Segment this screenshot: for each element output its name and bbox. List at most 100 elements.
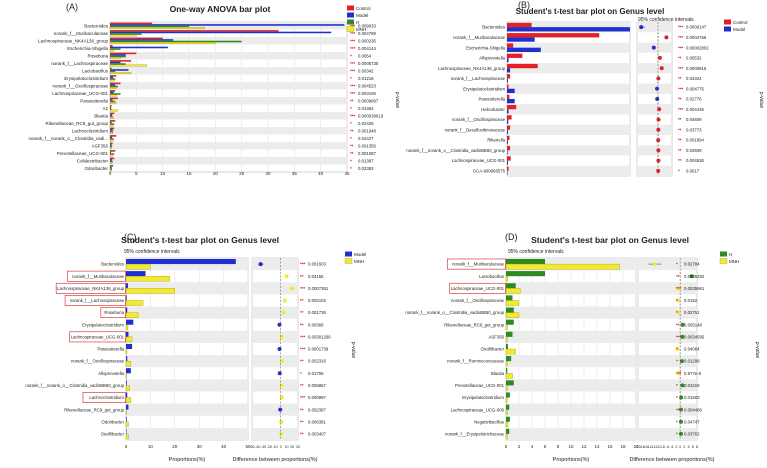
- chart-title: Student's t-test bar plot on Genus level: [516, 7, 665, 16]
- bar-control: [110, 142, 113, 145]
- legend-swatch-mnh: [344, 258, 353, 264]
- bar-mnh: [125, 385, 130, 391]
- ci-tick-label: -10: [272, 445, 277, 449]
- x-tick-label: 4: [531, 444, 534, 449]
- bar-mnh: [125, 288, 175, 294]
- bar-model: [507, 37, 535, 42]
- p-value: 0.001603: [308, 262, 327, 267]
- x-tick-label: 10: [160, 171, 166, 176]
- bar-model: [126, 356, 128, 362]
- p-value: 0.0034595: [684, 334, 705, 339]
- ci-point: [676, 310, 681, 315]
- bar-model: [126, 295, 127, 301]
- bar-model: [507, 129, 508, 135]
- significance-stars: **: [676, 407, 680, 412]
- bar-model: [507, 57, 509, 63]
- bar-control: [110, 82, 121, 85]
- p-value: 0.02776: [686, 97, 702, 102]
- bar-h: [506, 283, 516, 289]
- significance-stars: ***: [300, 395, 306, 400]
- category-label: Lachnospiraceae_UCG-001: [452, 158, 506, 163]
- p-value: 0.01299: [684, 359, 700, 364]
- bar-h: [506, 295, 513, 301]
- bar-h: [110, 123, 115, 125]
- row-band: [110, 97, 347, 105]
- category-label: Blautia: [94, 113, 108, 118]
- significance-stars: *: [678, 168, 680, 173]
- ci-point: [277, 322, 282, 327]
- chart-title: Student's t-test bar plot on Genus level: [531, 235, 689, 245]
- bar-control: [507, 166, 509, 171]
- p-value: 0.01387: [358, 158, 374, 163]
- ci-point: [279, 334, 284, 339]
- p-value: 0.03939: [686, 148, 702, 153]
- category-label: Oscillibacter: [101, 432, 125, 437]
- bar-mnh: [109, 124, 114, 127]
- p-value: 0.0152: [684, 298, 698, 303]
- ci-row-band: [252, 282, 298, 295]
- significance-stars: ***: [350, 113, 356, 118]
- panel-3: (D) Student's t-test bar plot on Genus le…: [405, 232, 760, 463]
- row-band: [126, 403, 248, 416]
- category-label: Rikenellaceae_RC9_gut_group: [444, 322, 504, 327]
- ci-point: [678, 419, 683, 424]
- category-label: norank_f__Muribaculaceae: [54, 31, 109, 36]
- significance-stars: **: [678, 138, 682, 143]
- x-tick-label: 25: [239, 171, 245, 176]
- significance-stars: ***: [676, 371, 682, 376]
- highlight-box: [100, 307, 126, 318]
- p-value: 0.01755: [308, 371, 324, 376]
- bar-h: [110, 153, 115, 155]
- category-label: Lachnospiraceae_UCG-001: [71, 334, 125, 339]
- p-value: 0.00342: [358, 68, 374, 73]
- bar-model: [126, 380, 127, 386]
- bar-h: [110, 93, 121, 95]
- bar-control: [110, 105, 112, 107]
- bar-model: [110, 114, 113, 116]
- ci-point: [680, 322, 685, 327]
- bar-model: [507, 170, 508, 176]
- significance-stars: **: [678, 97, 682, 102]
- bar-control: [507, 156, 511, 161]
- significance-stars: **: [300, 407, 304, 412]
- p-value: 0.005148: [684, 322, 703, 327]
- bar-control: [110, 165, 114, 167]
- legend-swatch-model: [724, 26, 731, 32]
- legend-swatch-mnh: [346, 26, 355, 32]
- ci-point: [289, 286, 294, 291]
- significance-stars: ***: [678, 86, 684, 91]
- ci-row-band: [638, 379, 697, 392]
- bar-mnh: [109, 57, 121, 60]
- bar-mnh: [109, 34, 137, 37]
- category-label: norank_f__Lachnospiraceae: [51, 61, 108, 66]
- significance-stars: **: [300, 274, 304, 279]
- ci-tick-label: 30: [296, 445, 300, 449]
- ci-point: [651, 45, 656, 50]
- row-band: [126, 427, 248, 440]
- p-value: 0.02751: [684, 310, 700, 315]
- ci-row-band: [637, 63, 672, 74]
- p-value: 0.0035961: [684, 286, 705, 291]
- category-label: Odoribacter: [102, 419, 125, 424]
- bar-mnh: [505, 348, 516, 355]
- bar-mnh: [109, 147, 112, 150]
- category-label: Parasutterella: [478, 97, 505, 102]
- significance-stars: **: [678, 117, 682, 122]
- x-tick-label: 5: [135, 171, 138, 176]
- category-label: Parasutterella: [97, 347, 124, 352]
- x-tick-label: 30: [197, 444, 203, 449]
- p-value: 0.0617: [686, 168, 700, 173]
- significance-stars: **: [678, 158, 682, 163]
- y-axis-label: p-value: [758, 92, 764, 109]
- row-band: [506, 379, 636, 392]
- significance-stars: *: [350, 121, 352, 126]
- p-value: 0.001356: [358, 143, 377, 148]
- x-tick-label: 20: [213, 171, 219, 176]
- ci-point: [656, 148, 661, 153]
- ci-point: [279, 359, 284, 364]
- significance-stars: *: [350, 136, 352, 141]
- bar-mnh: [125, 360, 132, 367]
- bar-control: [110, 150, 116, 152]
- row-band: [126, 379, 248, 392]
- ci-tick-label: 2: [683, 445, 685, 449]
